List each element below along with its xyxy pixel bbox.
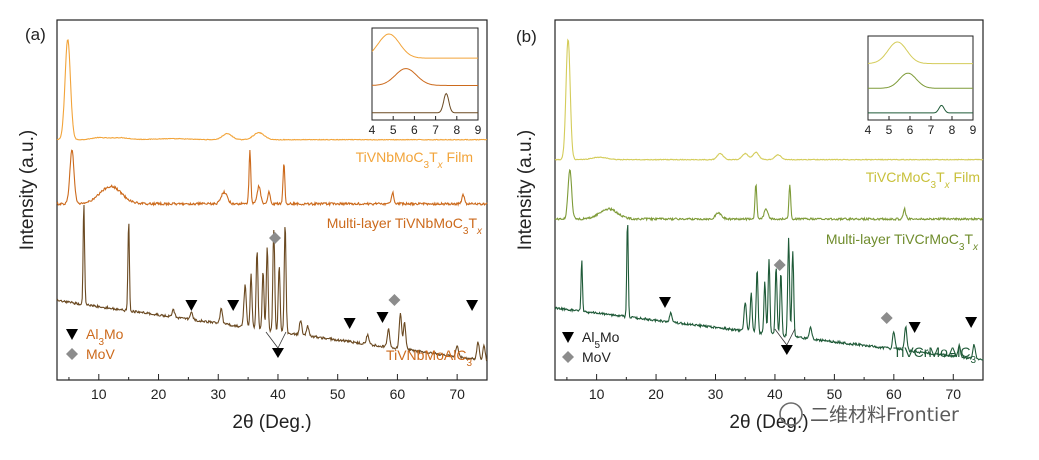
inset-x-tick-label: 4 <box>865 123 872 137</box>
series-label: TiVCrMoAlC3 <box>893 344 976 366</box>
inset-frame <box>371 27 479 121</box>
legend-diamond-icon <box>562 351 574 363</box>
x-tick-label: 10 <box>91 386 107 402</box>
inset-x-tick-label: 7 <box>432 123 439 137</box>
panel-label: (a) <box>25 25 46 44</box>
x-tick-label: 10 <box>589 386 605 402</box>
x-axis-label: 2θ (Deg.) <box>729 412 808 433</box>
phase-marker-diamond <box>268 232 281 244</box>
legend-label: MoV <box>582 349 611 365</box>
down-arrow-marker <box>271 348 284 358</box>
x-tick-label: 40 <box>767 386 783 402</box>
x-tick-label: 70 <box>945 386 961 402</box>
series-label: TiVCrMoC3Tx Film <box>866 169 980 191</box>
y-axis-label: Intensity (a.u.) <box>17 130 38 250</box>
legend-diamond-icon <box>66 348 78 360</box>
inset-series-line <box>371 33 478 59</box>
series-line <box>554 168 983 222</box>
legend-label: Al3Mo <box>86 326 124 348</box>
inset-series-line <box>868 104 973 114</box>
down-arrow-marker <box>780 345 793 355</box>
legend-triangle-icon <box>562 332 574 343</box>
arrow-guide-line <box>774 328 788 346</box>
inset-x-tick-label: 4 <box>369 123 376 137</box>
inset-x-tick-label: 5 <box>886 123 893 137</box>
inset-x-tick-label: 6 <box>907 123 914 137</box>
x-tick-label: 40 <box>270 386 286 402</box>
watermark: 二维材料Frontier <box>779 402 959 426</box>
inset-x-tick-label: 8 <box>453 123 460 137</box>
panel-b: 10 20 30 40 50 60 70 2θ (Deg.) Intensity (a.u.) (… <box>515 19 984 433</box>
series-label: Multi-layer TiVCrMoC3Tx <box>826 231 979 253</box>
x-tick-label: 30 <box>210 386 226 402</box>
inset-series-line <box>868 72 973 89</box>
wechat-icon <box>779 402 803 426</box>
x-tick-label: 50 <box>330 386 346 402</box>
arrow-guide-line <box>786 328 796 346</box>
inset-x-tick-label: 6 <box>411 123 418 137</box>
panel-label: (b) <box>516 27 537 46</box>
phase-marker-triangle <box>376 312 389 323</box>
inset-x-tick-label: 7 <box>928 123 935 137</box>
legend-label: MoV <box>86 346 115 362</box>
plot-frame <box>554 19 984 381</box>
phase-marker-diamond <box>773 259 786 271</box>
x-tick-label: 60 <box>886 386 902 402</box>
x-tick-label: 70 <box>449 386 465 402</box>
phase-marker-diamond <box>880 312 893 324</box>
inset-x-tick-label: 8 <box>949 123 956 137</box>
x-tick-label: 20 <box>151 386 167 402</box>
plot-frame <box>56 19 488 381</box>
inset-series-line <box>868 41 973 65</box>
x-tick-label: 30 <box>708 386 724 402</box>
arrow-guide-line <box>277 331 287 349</box>
inset-series-line <box>372 92 478 114</box>
phase-marker-triangle <box>658 297 671 308</box>
y-axis-label: Intensity (a.u.) <box>515 130 536 250</box>
x-tick-label: 50 <box>827 386 843 402</box>
inset-series-line <box>371 68 478 86</box>
x-tick-label: 20 <box>648 386 664 402</box>
x-axis-label: 2θ (Deg.) <box>232 412 311 433</box>
legend-label: Al5Mo <box>582 329 620 351</box>
inset-x-tick-label: 5 <box>390 123 397 137</box>
series-line <box>554 38 984 161</box>
inset-frame <box>867 35 974 121</box>
phase-marker-triangle <box>466 300 479 311</box>
series-line <box>56 39 488 141</box>
series-line <box>56 149 488 207</box>
phase-marker-triangle <box>908 322 921 333</box>
x-tick-label: 60 <box>390 386 406 402</box>
arrow-guide-line <box>265 331 279 349</box>
watermark-text: 二维材料Frontier <box>810 404 959 426</box>
phase-marker-triangle <box>227 300 240 311</box>
series-line <box>56 204 488 362</box>
series-label: Multi-layer TiVNbMoC3Tx <box>327 215 483 237</box>
legend-triangle-icon <box>66 329 78 340</box>
phase-marker-diamond <box>388 294 401 306</box>
series-label: TiVNbMoAlC3 <box>386 347 472 369</box>
phase-marker-triangle <box>343 318 356 329</box>
series-label: TiVNbMoC3Tx Film <box>356 149 473 171</box>
panel-a: 10 20 30 40 50 60 70 2θ (Deg.) Intensity (a.u.) (… <box>17 19 488 433</box>
inset-x-tick-label: 9 <box>475 123 482 137</box>
series-line <box>554 224 984 361</box>
inset-x-tick-label: 9 <box>970 123 977 137</box>
phase-marker-triangle <box>185 300 198 311</box>
phase-marker-triangle <box>965 317 978 328</box>
